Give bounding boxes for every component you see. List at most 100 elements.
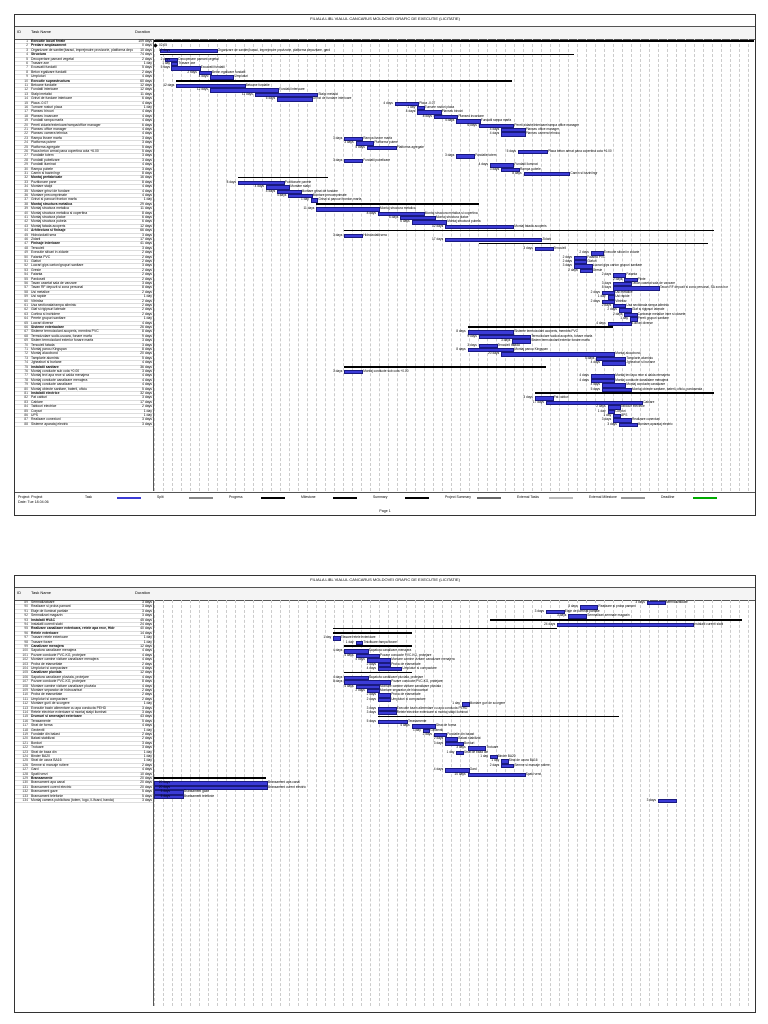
task-bar[interactable]	[579, 268, 593, 274]
task-row[interactable]: 61 Usa sectionala/rampa aliminiu 2 days	[15, 303, 153, 309]
summary-bar[interactable]	[534, 392, 714, 394]
task-bar[interactable]	[154, 781, 268, 786]
task-row[interactable]: 56 Tavan casetat sala de vanzare 3 days	[15, 281, 153, 287]
task-row[interactable]: 95 Realizare canalizare exterioara, retel…	[15, 626, 153, 632]
task-row[interactable]: 10 Executie suprastructura 60 days	[15, 79, 153, 84]
task-row[interactable]: 126 Semne si marcaje rutiere 2 days	[15, 763, 153, 769]
task-bar[interactable]	[467, 330, 515, 335]
task-row[interactable]: 53 Gresie 2 days	[15, 268, 153, 274]
task-bar[interactable]	[316, 207, 380, 212]
summary-bar[interactable]	[176, 80, 513, 82]
task-row[interactable]: 5 Decopertare pamant vegetal 2 days	[15, 57, 153, 62]
task-bar[interactable]	[624, 312, 638, 318]
task-row[interactable]: 94 Instalatii curenti slabi 24 days	[15, 622, 153, 628]
task-row[interactable]: 58 Usi metalice 2 days	[15, 290, 153, 296]
task-bar[interactable]	[501, 128, 526, 133]
task-row[interactable]: 86 UPS 1 day	[15, 413, 153, 419]
task-bar[interactable]	[546, 400, 644, 406]
task-row[interactable]: 40 Montaj structura metalica si copertina…	[15, 211, 153, 216]
task-row[interactable]: 41 Montaj structura platoe 6 days	[15, 215, 153, 221]
task-bar[interactable]	[366, 689, 380, 694]
task-bar[interactable]	[467, 746, 487, 751]
task-row[interactable]: 65 Lucrari diverse 4 days	[15, 321, 153, 326]
task-bar[interactable]	[602, 361, 627, 366]
task-row[interactable]: 36 Montare precomprimate 4 days	[15, 193, 153, 199]
task-row[interactable]: 106 Sapatura canalizare pluviala, proteja…	[15, 675, 153, 681]
task-bar[interactable]	[607, 295, 616, 300]
task-row[interactable]: 79 Montaj conducte canalizare 4 days	[15, 382, 153, 388]
task-row[interactable]: 18 Planseu incarcare 4 days	[15, 114, 153, 120]
task-bar[interactable]	[378, 667, 403, 672]
task-row[interactable]: 21 Planseu office manager 4 days	[15, 127, 153, 133]
task-bar[interactable]	[534, 396, 554, 401]
task-row[interactable]: 51 Glafuri 2 days	[15, 259, 153, 265]
task-bar[interactable]	[613, 304, 627, 309]
task-bar[interactable]	[467, 772, 526, 777]
task-bar[interactable]	[165, 57, 179, 62]
task-row[interactable]: 74 Jgheaburi si burlane 4 days	[15, 360, 153, 366]
task-bar[interactable]	[574, 255, 588, 260]
task-bar[interactable]	[288, 194, 313, 199]
task-row[interactable]: 90 Realizare si proba pamant 3 days	[15, 604, 153, 610]
summary-bar[interactable]	[154, 777, 266, 779]
task-row[interactable]: 115 Drumuri si amenajari exterioare 43 day…	[15, 714, 153, 720]
task-row[interactable]: 35 Montare grinzi de fundare 4 days	[15, 189, 153, 194]
task-row[interactable]: 93 Instalatii HVAC 45 days	[15, 618, 153, 623]
summary-bar[interactable]	[344, 366, 546, 368]
task-row[interactable]: 102 Montare camine vizitare canalizare me…	[15, 657, 153, 663]
task-bar[interactable]	[478, 334, 532, 340]
task-row[interactable]: 1 Executie locuri ferate 109 days	[15, 39, 153, 45]
task-row[interactable]: 97 Trasare retele exterioare 1 day	[15, 635, 153, 641]
task-bar[interactable]	[602, 383, 627, 388]
task-row[interactable]: 66 Sisteme exteriaolare 26 days	[15, 325, 153, 331]
task-bar[interactable]	[333, 636, 341, 641]
task-row[interactable]: 120 Balast stabilizat 2 days	[15, 736, 153, 742]
task-bar[interactable]	[557, 623, 694, 628]
task-row[interactable]: 70 Tencuieli fatada 3 days	[15, 343, 153, 348]
task-row[interactable]: 63 Cortina si inchidere 2 days	[15, 312, 153, 318]
task-row[interactable]: 4 Structura 74 days	[15, 52, 153, 58]
summary-bar[interactable]	[344, 229, 714, 232]
task-bar[interactable]	[154, 785, 268, 791]
summary-bar[interactable]	[490, 619, 742, 621]
task-row[interactable]: 3 Organizare de santier(baraci, imprejmui…	[15, 48, 153, 54]
task-bar[interactable]	[378, 211, 425, 216]
task-bar[interactable]	[613, 286, 660, 291]
task-row[interactable]: 132 Bransament gaze 5 days	[15, 789, 153, 795]
task-bar[interactable]	[613, 418, 632, 423]
task-bar[interactable]	[523, 172, 571, 177]
task-bar[interactable]	[613, 273, 627, 278]
task-row[interactable]: 109 Montare separator de hidrocarburi 2 da…	[15, 688, 153, 694]
task-row[interactable]: 6 Trasare axe 1 day	[15, 61, 153, 67]
task-bar[interactable]	[478, 343, 498, 348]
task-bar[interactable]	[411, 724, 436, 729]
summary-bar[interactable]	[478, 242, 709, 245]
task-bar[interactable]	[624, 277, 638, 282]
summary-bar[interactable]	[159, 53, 574, 56]
task-bar[interactable]	[607, 321, 632, 326]
task-bar[interactable]	[456, 119, 481, 124]
task-row[interactable]: 119 Fundatie din balast 2 days	[15, 732, 153, 738]
summary-bar[interactable]	[378, 715, 619, 718]
task-bar[interactable]	[400, 216, 436, 221]
task-row[interactable]: 12 Fundatii interioare 12 days	[15, 87, 153, 93]
task-bar[interactable]	[366, 658, 392, 663]
task-row[interactable]: 73 Tamplarie aluminiu 5 days	[15, 356, 153, 362]
task-bar[interactable]	[434, 733, 448, 738]
task-bar[interactable]	[344, 675, 369, 681]
task-bar[interactable]	[613, 282, 632, 287]
task-row[interactable]: 130 Bransament apa canal 20 days	[15, 780, 153, 786]
task-row[interactable]: 116 Terasamente 5 days	[15, 719, 153, 725]
task-row[interactable]: 89 Semnalizatoare 3 days	[15, 600, 153, 606]
task-row[interactable]: 37 Grinzi si panouri fronton marfa 1 day	[15, 197, 153, 203]
task-bar[interactable]	[602, 290, 616, 296]
task-row[interactable]: 24 Platforma putere 3 days	[15, 140, 153, 146]
task-row[interactable]: 47 Finisaje interioare 41 days	[15, 241, 153, 247]
task-row[interactable]: 46 Zidarii 17 days	[15, 237, 153, 243]
task-bar[interactable]	[630, 317, 638, 322]
task-row[interactable]: 122 Trotuare 3 days	[15, 745, 153, 751]
task-row[interactable]: 25 Platforma agregate 5 days	[15, 145, 153, 150]
task-bar[interactable]	[658, 799, 677, 804]
task-bar[interactable]	[394, 101, 420, 106]
task-bar[interactable]	[518, 150, 548, 155]
